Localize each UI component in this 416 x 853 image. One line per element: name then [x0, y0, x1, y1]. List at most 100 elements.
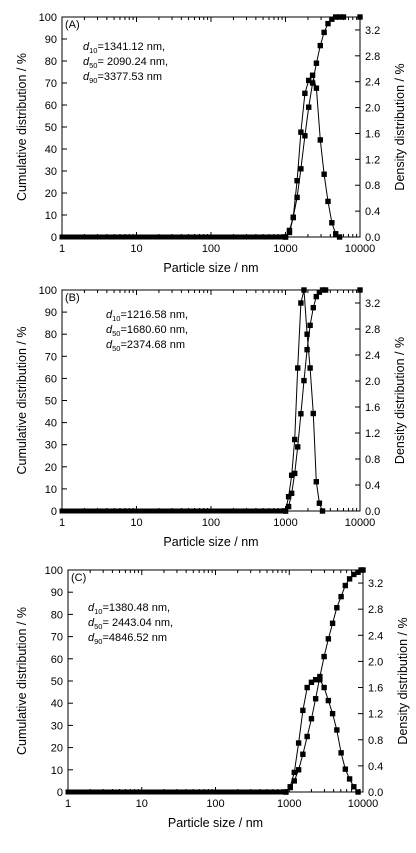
cumulative-point [313, 60, 320, 66]
right-axis-title: Density distribution / % [393, 63, 407, 190]
percentile-annotation: d50= 2090.24 nm, [83, 56, 168, 70]
cumulative-point [309, 80, 316, 86]
cumulative-point [295, 767, 302, 773]
left-tick-label: 50 [45, 396, 57, 408]
x-tick-label: 10000 [345, 243, 376, 255]
cumulative-point [321, 653, 327, 660]
panel-label: (B) [65, 292, 80, 304]
left-tick-label: 60 [45, 100, 57, 112]
right-tick-label: 1.2 [365, 154, 380, 166]
density-point [309, 72, 316, 78]
cumulative-point [312, 696, 319, 702]
cumulative-point [351, 571, 357, 578]
right-tick-label: 0.0 [368, 787, 383, 799]
left-tick-label: 30 [51, 720, 63, 732]
cumulative-point [291, 778, 297, 784]
x-tick-label: 1 [59, 517, 65, 529]
left-axis-title: Cumulative distribution / % [15, 607, 29, 755]
density-point [336, 234, 343, 240]
right-tick-label: 1.6 [365, 402, 380, 414]
series-group [65, 567, 366, 795]
annotation-symbol: d [106, 324, 113, 336]
left-tick-label: 30 [45, 440, 57, 452]
left-tick-label: 30 [45, 166, 57, 178]
annotation-value: =1680.60 nm, [120, 324, 188, 336]
cumulative-point [325, 636, 332, 642]
right-tick-label: 1.6 [365, 128, 380, 140]
annotation-value: =1380.48 nm, [102, 602, 170, 614]
density-point [298, 129, 304, 135]
annotation-subscript: 50 [94, 622, 102, 631]
left-tick-label: 0 [57, 787, 63, 799]
annotation-symbol: d [83, 71, 90, 83]
density-point [290, 214, 296, 221]
right-tick-label: 3.2 [365, 25, 380, 37]
percentile-annotation: d10=1216.58 nm, [106, 309, 188, 323]
left-tick-label: 20 [45, 188, 57, 200]
left-tick-label: 90 [45, 307, 57, 319]
annotation-subscript: 10 [112, 314, 120, 323]
density-point [283, 789, 289, 795]
density-point [306, 77, 312, 84]
cumulative-point [342, 582, 349, 589]
cumulative-point [336, 14, 343, 20]
cumulative-point [306, 104, 312, 110]
x-tick-label: 1 [59, 243, 65, 255]
x-tick-label: 1000 [273, 243, 297, 255]
density-point [285, 494, 292, 500]
x-tick-label: 100 [202, 517, 220, 529]
density-point [321, 171, 327, 177]
right-tick-label: 1.2 [365, 428, 380, 440]
cumulative-point [325, 20, 331, 27]
density-point [304, 684, 310, 691]
percentile-annotation: d50=2374.68 nm [106, 339, 185, 353]
left-tick-label: 70 [45, 78, 57, 90]
density-point [317, 137, 323, 143]
left-tick-label: 20 [45, 462, 57, 474]
right-axis-title: Density distribution / % [393, 337, 407, 464]
right-tick-label: 2.8 [365, 51, 380, 63]
density-point [342, 766, 349, 772]
right-tick-label: 2.0 [365, 103, 380, 115]
annotation-subscript: 50 [89, 61, 97, 70]
density-point [286, 229, 293, 236]
left-tick-label: 40 [45, 418, 57, 430]
left-tick-label: 90 [45, 34, 57, 46]
density-point [291, 769, 297, 776]
annotation-value: = 2443.04 nm, [102, 617, 173, 629]
cumulative-point [301, 377, 307, 384]
right-tick-label: 2.0 [368, 656, 383, 668]
cumulative-point [307, 322, 313, 329]
x-tick-label: 100 [202, 243, 220, 255]
cumulative-point [308, 716, 315, 722]
left-tick-label: 0 [51, 232, 57, 244]
density-point [329, 220, 335, 226]
cumulative-point [316, 289, 323, 295]
cumulative-point [313, 293, 319, 300]
density-point [346, 776, 353, 782]
density-line [285, 74, 340, 238]
cumulative-point [302, 133, 308, 139]
cumulative-point [338, 593, 344, 600]
right-tick-label: 3.2 [368, 578, 383, 590]
chart-panel-2: 1 10 100 1000 10000 0 10 20 30 40 50 60 70 80 90 100 0.0… [15, 285, 407, 549]
left-tick-label: 100 [39, 285, 57, 297]
left-tick-label: 10 [51, 765, 63, 777]
right-tick-label: 0.4 [365, 480, 380, 492]
cumulative-point [321, 29, 327, 36]
left-tick-label: 90 [51, 587, 63, 599]
cumulative-point [357, 14, 363, 20]
x-tick-label: 10000 [348, 798, 379, 810]
left-tick-label: 80 [45, 56, 57, 68]
cumulative-point [304, 733, 310, 740]
chart-panel-3: 1 10 100 1000 10000 0 10 20 30 40 50 60 70 80 90 100 0.0… [15, 565, 410, 830]
annotation-value: =3377.53 nm [97, 71, 162, 83]
x-tick-label: 100 [206, 798, 224, 810]
left-tick-label: 100 [39, 12, 57, 24]
right-tick-label: 0.0 [365, 506, 380, 518]
panel-label: (A) [65, 19, 80, 31]
annotation-value: = 2090.24 nm, [97, 56, 168, 68]
density-point [304, 331, 310, 337]
x-tick-label: 1000 [273, 517, 297, 529]
right-tick-label: 1.6 [368, 683, 383, 695]
